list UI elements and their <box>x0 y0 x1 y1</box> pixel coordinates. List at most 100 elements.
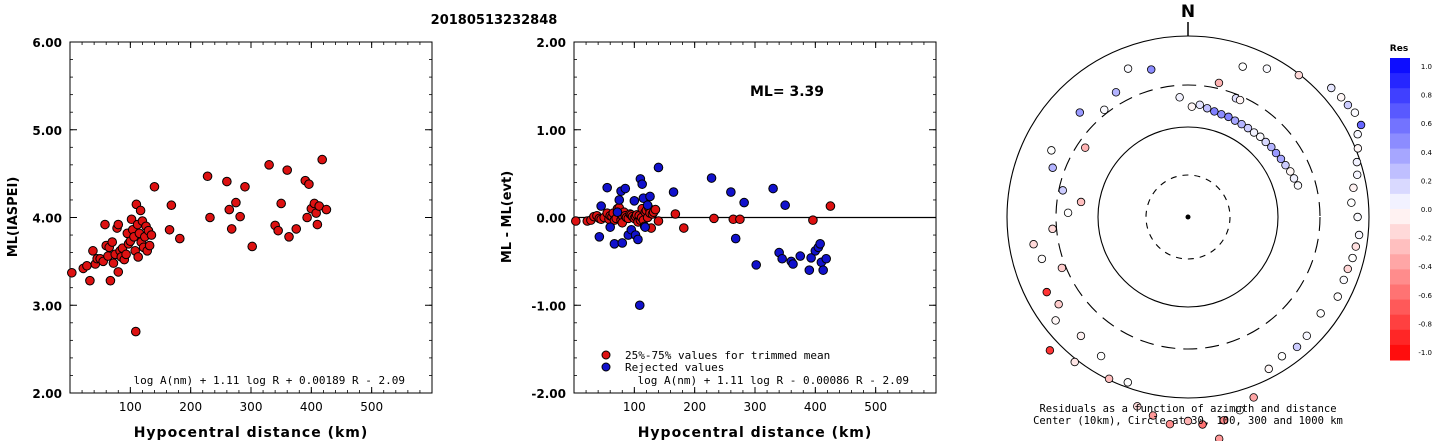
rejected-point <box>596 201 606 211</box>
residual-point <box>1076 331 1086 341</box>
plot2-ytick-label: 0.00 <box>536 212 566 226</box>
plot1-xtick-label: 500 <box>360 400 383 414</box>
residual-point <box>1249 393 1258 402</box>
range-ring-100km <box>1097 126 1279 308</box>
ml-point <box>146 230 157 240</box>
plot1-ytick-label: 6.00 <box>32 36 62 50</box>
plot2-xtick-label: 500 <box>864 400 887 414</box>
rejected-point <box>668 187 679 197</box>
residual-point <box>1224 112 1233 122</box>
ml-annotation: ML= 3.39 <box>750 84 824 100</box>
colorbar-cell <box>1390 58 1410 74</box>
colorbar-tick-label: -0.2 <box>1418 235 1432 243</box>
rejected-point <box>795 251 806 261</box>
residual-point <box>1045 346 1055 355</box>
ml-point <box>276 198 286 209</box>
residual-point <box>1333 292 1342 301</box>
colorbar-tick-label: 0.2 <box>1421 177 1432 185</box>
legend-marker-trimmed <box>601 350 611 360</box>
range-ring-1000km <box>1006 35 1370 399</box>
residual-point <box>1237 119 1246 129</box>
ml-point <box>273 225 283 236</box>
range-ring-30km <box>1145 174 1231 260</box>
residual-point <box>1123 378 1133 387</box>
ml-point <box>304 179 314 189</box>
colorbar-tick-label: 0.6 <box>1421 120 1433 128</box>
colorbar-cell <box>1390 254 1410 270</box>
ml-point <box>282 165 293 175</box>
residual-point <box>1080 143 1090 152</box>
residual-point <box>1214 78 1224 88</box>
plot2-ytick-label: 2.00 <box>536 36 566 50</box>
plot1-xtick-label: 200 <box>179 400 202 414</box>
rejected-point <box>806 253 816 263</box>
plot2-formula: log A(nm) + 1.11 log R - 0.00086 R - 2.0… <box>637 374 909 387</box>
residual-point <box>1256 132 1265 141</box>
colorbar-title: Res <box>1390 44 1408 54</box>
residual-point <box>1343 100 1353 110</box>
colorbar-cell <box>1390 224 1410 240</box>
colorbar-tick-label: -1.0 <box>1418 349 1432 357</box>
rejected-point <box>815 239 825 249</box>
polar-caption-line1: Residuals as a function of azimuth and d… <box>1039 403 1336 415</box>
ml-point <box>166 200 177 211</box>
ml-point <box>149 181 160 192</box>
ml-point <box>312 219 323 230</box>
residual-point <box>1356 120 1366 130</box>
ml-point <box>135 205 146 216</box>
rejected-point <box>605 222 616 232</box>
north-label: N <box>1181 2 1195 22</box>
residual-point <box>1202 104 1212 113</box>
ml-point <box>130 326 141 337</box>
rejected-point <box>777 253 787 264</box>
residual-point <box>1133 402 1142 411</box>
colorbar-tick-label: 0.0 <box>1421 206 1432 214</box>
residual-point <box>1048 224 1057 234</box>
colorbar-cell <box>1390 209 1410 225</box>
ml-point <box>235 211 245 222</box>
plot1-xtick-label: 300 <box>240 400 263 414</box>
residual-point <box>1111 88 1121 97</box>
rejected-point <box>751 260 762 270</box>
ml-point <box>284 232 294 242</box>
residual-point <box>1051 316 1060 325</box>
legend-label-trimmed: 25%-75% values for trimmed mean <box>625 349 830 362</box>
plot2-ylabel: ML - ML(evt) <box>500 171 515 263</box>
residual-point <box>1104 374 1114 383</box>
event-id-title: 20180513232848 <box>431 13 558 28</box>
legend-label-rejected: Rejected values <box>625 361 724 374</box>
ml-point <box>291 224 302 234</box>
residual-point <box>1210 107 1219 116</box>
residual-point <box>1350 108 1360 117</box>
legend: 25%-75% values for trimmed mean Rejected… <box>601 349 830 374</box>
colorbar-cell <box>1390 329 1410 346</box>
ml-point <box>264 160 274 170</box>
residual-point <box>1292 342 1302 352</box>
residual-point <box>1352 157 1362 167</box>
residual-point <box>1058 186 1067 195</box>
residual-point <box>1235 405 1244 415</box>
legend-marker-rejected <box>601 362 611 372</box>
rejected-point <box>637 179 647 189</box>
residual-point <box>1075 108 1085 117</box>
residual-point <box>1302 331 1311 340</box>
rejected-point <box>821 253 831 264</box>
plot1-formula: log A(nm) + 1.11 log R + 0.00189 R - 2.0… <box>133 374 405 387</box>
ml-point <box>121 249 131 260</box>
rejected-point <box>804 265 815 275</box>
colorbar: Res 1.0 0.8 0.6 0.4 0.2 0.0 -0.2 -0.4 -0.6 -0.8 -1… <box>1390 44 1433 361</box>
plot2-ytick-label: 1.00 <box>536 124 566 138</box>
plot2-xtick-label: 100 <box>623 400 646 414</box>
ml-point <box>175 233 185 244</box>
trimmed-point <box>650 204 661 215</box>
ml-point <box>108 258 119 268</box>
residual-point <box>1286 167 1295 176</box>
colorbar-cell <box>1390 133 1410 150</box>
residual-point <box>1348 253 1357 263</box>
rejected-point <box>612 207 623 218</box>
plot1-ylabel: ML(IASPEI) <box>6 177 21 258</box>
ml-point <box>222 176 232 187</box>
residual-point <box>1070 357 1079 367</box>
residual-point <box>1277 352 1287 361</box>
residual-point <box>1262 64 1272 73</box>
